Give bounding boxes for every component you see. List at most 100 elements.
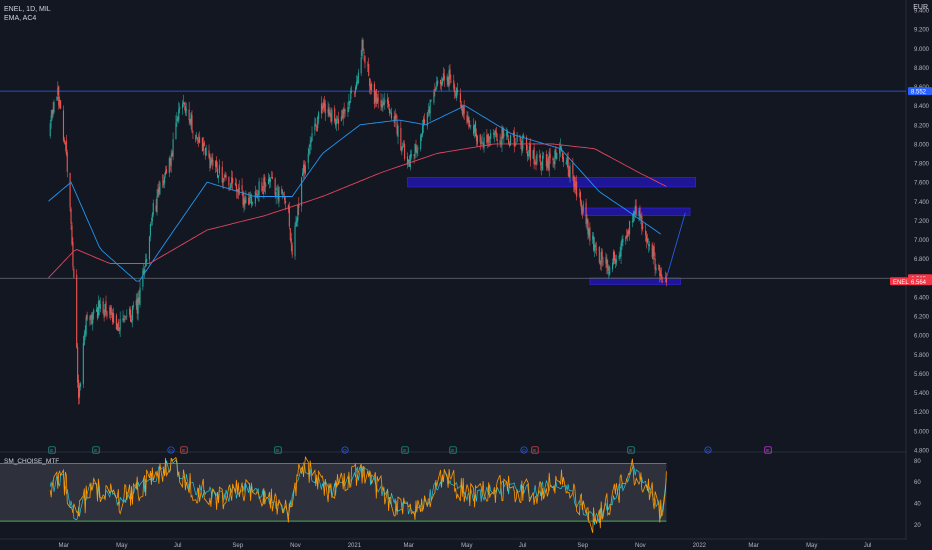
candle-body[interactable] — [502, 127, 504, 139]
candle-body[interactable] — [158, 187, 160, 193]
candle-body[interactable] — [526, 151, 529, 157]
candle-body[interactable] — [422, 118, 425, 126]
candle-body[interactable] — [216, 168, 219, 178]
candle-body[interactable] — [330, 113, 332, 122]
candle-body[interactable] — [97, 301, 99, 316]
candle-body[interactable] — [493, 133, 495, 136]
candle-body[interactable] — [513, 132, 515, 147]
candle-body[interactable] — [535, 162, 537, 165]
candle-body[interactable] — [368, 63, 370, 76]
projection-line[interactable] — [666, 212, 686, 278]
candle-body[interactable] — [601, 251, 603, 260]
candle-body[interactable] — [647, 244, 650, 246]
candle-body[interactable] — [130, 319, 133, 322]
candle-body[interactable] — [254, 191, 256, 204]
candle-body[interactable] — [278, 186, 280, 202]
candle-body[interactable] — [165, 169, 168, 173]
candle-body[interactable] — [243, 198, 245, 207]
candle-body[interactable] — [149, 223, 151, 237]
candle-body[interactable] — [565, 162, 567, 165]
candle-body[interactable] — [568, 169, 570, 177]
support-zone-3[interactable] — [589, 277, 681, 285]
candle-body[interactable] — [482, 143, 484, 147]
candle-body[interactable] — [638, 210, 640, 216]
candle-body[interactable] — [404, 144, 406, 159]
candle-body[interactable] — [631, 220, 633, 223]
candle-body[interactable] — [480, 142, 482, 145]
candle-body[interactable] — [539, 155, 541, 159]
earnings-event-marker[interactable] — [449, 446, 457, 454]
candle-body[interactable] — [380, 100, 382, 107]
candle-body[interactable] — [53, 101, 55, 113]
candle-body[interactable] — [203, 142, 205, 146]
candle-body[interactable] — [311, 133, 313, 141]
candle-body[interactable] — [522, 135, 524, 150]
candle-body[interactable] — [474, 121, 477, 137]
candle-body[interactable] — [633, 211, 635, 216]
candle-body[interactable] — [543, 152, 545, 154]
candle-body[interactable] — [189, 119, 191, 123]
candle-body[interactable] — [73, 269, 75, 278]
candle-body[interactable] — [264, 176, 266, 185]
candle-body[interactable] — [344, 109, 346, 112]
candle-body[interactable] — [454, 87, 456, 93]
candle-body[interactable] — [106, 311, 108, 317]
candle-body[interactable] — [439, 79, 442, 85]
candle-body[interactable] — [163, 180, 165, 186]
candle-body[interactable] — [384, 99, 386, 103]
candle-body[interactable] — [360, 57, 362, 74]
candle-body[interactable] — [235, 184, 237, 192]
candle-body[interactable] — [334, 108, 336, 122]
candle-body[interactable] — [229, 186, 231, 188]
candle-body[interactable] — [285, 200, 287, 203]
candle-body[interactable] — [126, 315, 128, 317]
candle-body[interactable] — [79, 383, 82, 387]
candle-body[interactable] — [176, 118, 178, 122]
candle-body[interactable] — [572, 163, 574, 175]
candle-body[interactable] — [170, 154, 172, 167]
candle-body[interactable] — [363, 51, 365, 54]
candle-body[interactable] — [625, 236, 627, 241]
candle-body[interactable] — [579, 192, 581, 203]
candle-body[interactable] — [626, 235, 628, 238]
candle-body[interactable] — [130, 309, 132, 322]
candle-body[interactable] — [231, 177, 233, 184]
candle-body[interactable] — [199, 136, 201, 143]
candle-body[interactable] — [98, 300, 100, 309]
candle-body[interactable] — [611, 262, 614, 270]
candle-body[interactable] — [355, 82, 357, 89]
candle-body[interactable] — [225, 174, 227, 178]
candle-body[interactable] — [297, 204, 299, 221]
candle-body[interactable] — [117, 321, 119, 331]
candle-body[interactable] — [303, 164, 306, 173]
candle-body[interactable] — [162, 180, 164, 182]
candle-body[interactable] — [250, 194, 252, 198]
candle-body[interactable] — [607, 266, 609, 272]
candle-body[interactable] — [381, 104, 383, 108]
candle-body[interactable] — [470, 125, 472, 127]
candle-body[interactable] — [96, 307, 99, 319]
candle-body[interactable] — [652, 248, 654, 260]
candle-body[interactable] — [427, 110, 429, 112]
candle-body[interactable] — [651, 244, 653, 258]
candle-body[interactable] — [230, 183, 232, 190]
candle-body[interactable] — [523, 135, 525, 138]
candle-body[interactable] — [327, 109, 329, 113]
candle-body[interactable] — [466, 115, 468, 123]
candle-body[interactable] — [371, 83, 373, 91]
candle-body[interactable] — [143, 269, 145, 274]
candle-body[interactable] — [401, 147, 403, 153]
candle-body[interactable] — [420, 135, 422, 149]
ema-fast-line[interactable] — [48, 105, 661, 282]
candle-body[interactable] — [78, 379, 80, 399]
candle-body[interactable] — [486, 135, 488, 143]
candle-body[interactable] — [267, 178, 270, 185]
candle-body[interactable] — [302, 172, 304, 177]
candle-body[interactable] — [655, 267, 657, 271]
candle-body[interactable] — [76, 274, 78, 348]
candle-body[interactable] — [209, 154, 211, 169]
candle-body[interactable] — [237, 189, 239, 193]
candle-body[interactable] — [228, 176, 230, 186]
candle-body[interactable] — [78, 385, 81, 397]
candle-body[interactable] — [283, 194, 285, 196]
